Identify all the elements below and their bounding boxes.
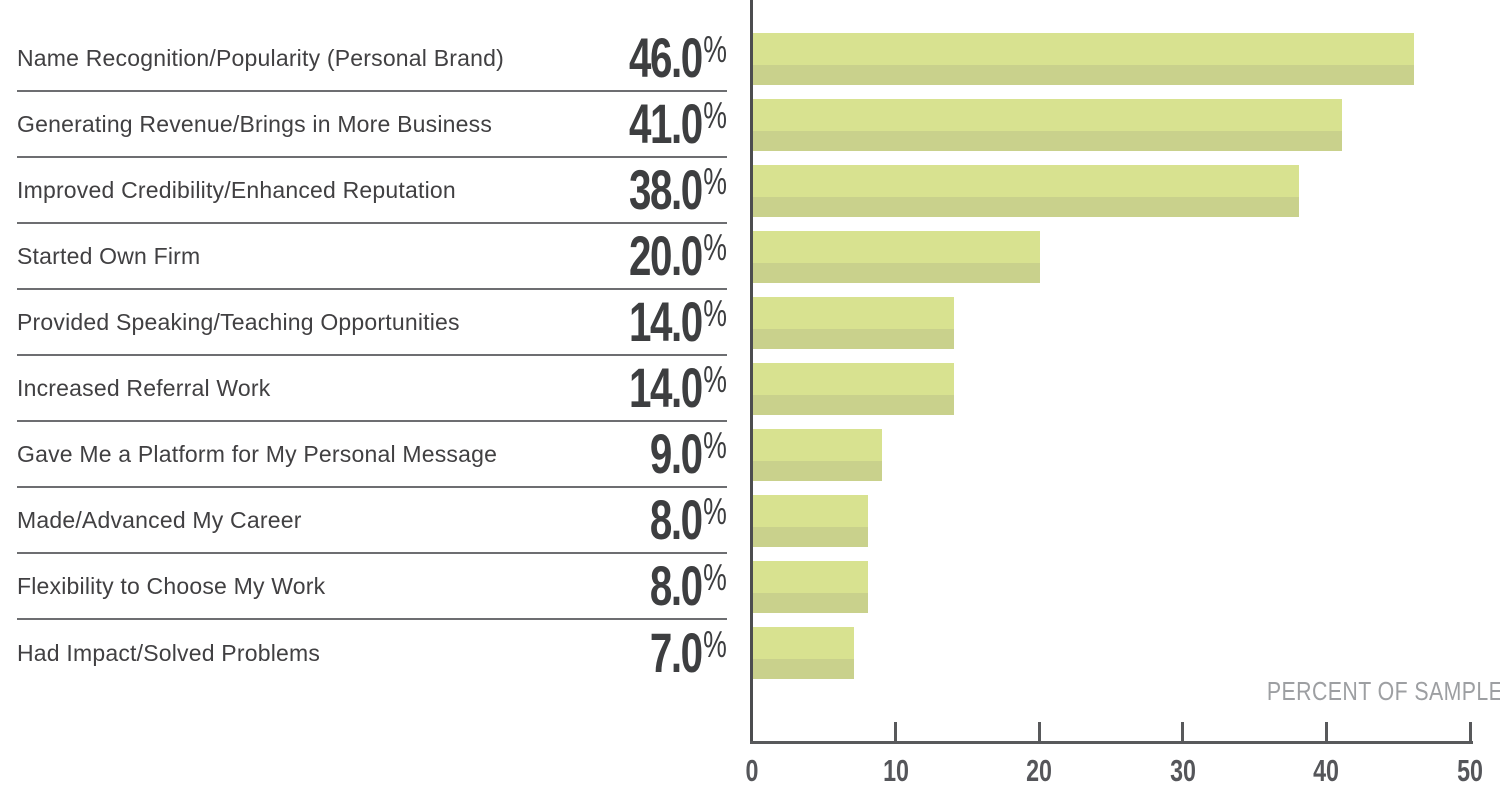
percent-symbol: % bbox=[703, 227, 727, 268]
x-tick-mark bbox=[1037, 722, 1041, 741]
category-row: Name Recognition/Popularity (Personal Br… bbox=[17, 26, 727, 92]
category-value: 38.0% bbox=[629, 158, 727, 221]
value-digits: 46.0 bbox=[629, 26, 703, 89]
category-label: Improved Credibility/Enhanced Reputation bbox=[17, 176, 456, 203]
bar bbox=[753, 231, 1040, 283]
category-label: Generating Revenue/Brings in More Busine… bbox=[17, 110, 493, 137]
percent-symbol: % bbox=[703, 29, 727, 70]
category-row: Made/Advanced My Career 8.0% bbox=[17, 488, 727, 554]
category-label: Provided Speaking/Teaching Opportunities bbox=[17, 308, 460, 335]
x-tick-label: 40 bbox=[1313, 753, 1340, 788]
percent-symbol: % bbox=[703, 95, 727, 136]
percent-symbol: % bbox=[703, 624, 727, 665]
percent-symbol: % bbox=[703, 161, 727, 202]
category-row: Had Impact/Solved Problems 7.0% bbox=[17, 620, 727, 686]
category-row: Provided Speaking/Teaching Opportunities… bbox=[17, 290, 727, 356]
percent-symbol: % bbox=[703, 557, 727, 598]
value-digits: 41.0 bbox=[629, 92, 703, 155]
x-tick-label: 30 bbox=[1169, 753, 1196, 788]
category-value: 8.0% bbox=[650, 554, 727, 617]
bar bbox=[753, 429, 882, 481]
value-digits: 14.0 bbox=[629, 356, 703, 419]
value-digits: 8.0 bbox=[650, 554, 703, 617]
value-digits: 38.0 bbox=[629, 158, 703, 221]
x-tick-label: 0 bbox=[745, 753, 759, 788]
category-row: Gave Me a Platform for My Personal Messa… bbox=[17, 422, 727, 488]
bar bbox=[753, 495, 868, 547]
x-tick-mark bbox=[1468, 722, 1472, 741]
category-value: 7.0% bbox=[650, 621, 727, 684]
category-row: Started Own Firm 20.0% bbox=[17, 224, 727, 290]
category-label: Increased Referral Work bbox=[17, 374, 271, 401]
x-axis-caption: PERCENT OF SAMPLE bbox=[1266, 676, 1500, 706]
category-list: Name Recognition/Popularity (Personal Br… bbox=[17, 26, 727, 686]
x-tick-mark bbox=[894, 722, 898, 741]
category-row: Flexibility to Choose My Work 8.0% bbox=[17, 554, 727, 620]
bar bbox=[753, 561, 868, 613]
category-row: Increased Referral Work 14.0% bbox=[17, 356, 727, 422]
bar bbox=[753, 363, 954, 415]
x-axis-line bbox=[750, 741, 1473, 744]
category-value: 41.0% bbox=[629, 92, 727, 155]
percent-symbol: % bbox=[703, 359, 727, 400]
category-value: 14.0% bbox=[629, 356, 727, 419]
value-digits: 8.0 bbox=[650, 488, 703, 551]
plot-area: 0 10 20 30 40 50 PERCENT OF SAMPLE bbox=[746, 0, 1500, 799]
category-row: Generating Revenue/Brings in More Busine… bbox=[17, 92, 727, 158]
category-label: Made/Advanced My Career bbox=[17, 506, 302, 533]
bar bbox=[753, 99, 1342, 151]
value-digits: 20.0 bbox=[629, 224, 703, 287]
x-tick-label: 20 bbox=[1026, 753, 1053, 788]
x-tick-mark bbox=[1181, 722, 1185, 741]
bar bbox=[753, 33, 1414, 85]
category-label: Name Recognition/Popularity (Personal Br… bbox=[17, 44, 504, 71]
bar bbox=[753, 165, 1299, 217]
value-digits: 9.0 bbox=[650, 422, 703, 485]
category-value: 8.0% bbox=[650, 488, 727, 551]
category-label: Started Own Firm bbox=[17, 242, 201, 269]
category-value: 46.0% bbox=[629, 26, 727, 89]
x-tick-mark bbox=[1324, 722, 1328, 741]
category-value: 9.0% bbox=[650, 422, 727, 485]
category-row: Improved Credibility/Enhanced Reputation… bbox=[17, 158, 727, 224]
bar bbox=[753, 297, 954, 349]
bar bbox=[753, 627, 854, 679]
value-digits: 7.0 bbox=[650, 621, 703, 684]
x-tick-label: 10 bbox=[882, 753, 909, 788]
category-label: Flexibility to Choose My Work bbox=[17, 572, 326, 599]
category-label: Had Impact/Solved Problems bbox=[17, 639, 321, 666]
percent-symbol: % bbox=[703, 293, 727, 334]
category-value: 14.0% bbox=[629, 290, 727, 353]
x-tick-label: 50 bbox=[1457, 753, 1483, 788]
y-axis-line bbox=[750, 0, 753, 744]
category-label: Gave Me a Platform for My Personal Messa… bbox=[17, 440, 498, 467]
percent-symbol: % bbox=[703, 425, 727, 466]
value-digits: 14.0 bbox=[629, 290, 703, 353]
percent-symbol: % bbox=[703, 491, 727, 532]
category-value: 20.0% bbox=[629, 224, 727, 287]
